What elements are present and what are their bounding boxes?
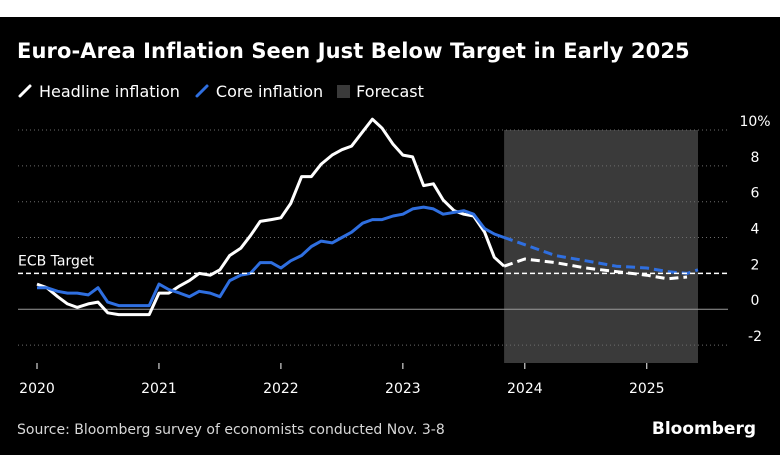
legend: Headline inflation Core inflation Foreca… [17, 80, 438, 102]
legend-item-core: Core inflation [194, 82, 323, 101]
series-line-core-inflation-solid [37, 205, 505, 308]
legend-label-forecast: Forecast [356, 81, 424, 101]
ecb-target-label: ECB Target [18, 253, 94, 269]
legend-item-forecast: Forecast [337, 82, 424, 101]
series-line-headline-inflation-solid [36, 117, 506, 317]
legend-line-marker-core [195, 84, 209, 98]
y-tick-label: 10% [739, 114, 770, 130]
chart-title: Euro-Area Inflation Seen Just Below Targ… [17, 39, 690, 63]
y-tick-label: -2 [748, 329, 762, 345]
line-chart: 10% 8 6 4 2 0 -2 2020 2021 2022 2023 2024 2025 ECB Ta… [18, 114, 771, 397]
legend-item-headline: Headline inflation [17, 82, 180, 101]
y-tick-label: 6 [751, 186, 760, 202]
x-tick-label: 2020 [19, 381, 55, 397]
source-note: Source: Bloomberg survey of economists c… [17, 422, 445, 438]
x-tick-label: 2021 [141, 381, 177, 397]
x-tick-label: 2022 [263, 381, 299, 397]
series-line-headline-inflation-dashed [503, 257, 688, 281]
brand-logo: Bloomberg [651, 419, 756, 439]
legend-line-marker-headline [18, 84, 32, 98]
x-tick-label: 2024 [507, 381, 543, 397]
y-tick-label: 4 [751, 222, 760, 238]
chart-frame: Euro-Area Inflation Seen Just Below Targ… [0, 17, 780, 455]
legend-swatch-forecast [337, 84, 351, 98]
legend-label-headline: Headline inflation [39, 81, 180, 101]
x-tick-label: 2025 [629, 381, 665, 397]
x-tick-label: 2023 [385, 381, 421, 397]
y-tick-label: 8 [751, 150, 760, 166]
forecast-region [504, 130, 698, 363]
y-tick-label: 0 [751, 293, 760, 309]
series-line-core-inflation-dashed [503, 236, 699, 275]
legend-label-core: Core inflation [215, 81, 324, 101]
y-tick-label: 2 [751, 257, 760, 273]
